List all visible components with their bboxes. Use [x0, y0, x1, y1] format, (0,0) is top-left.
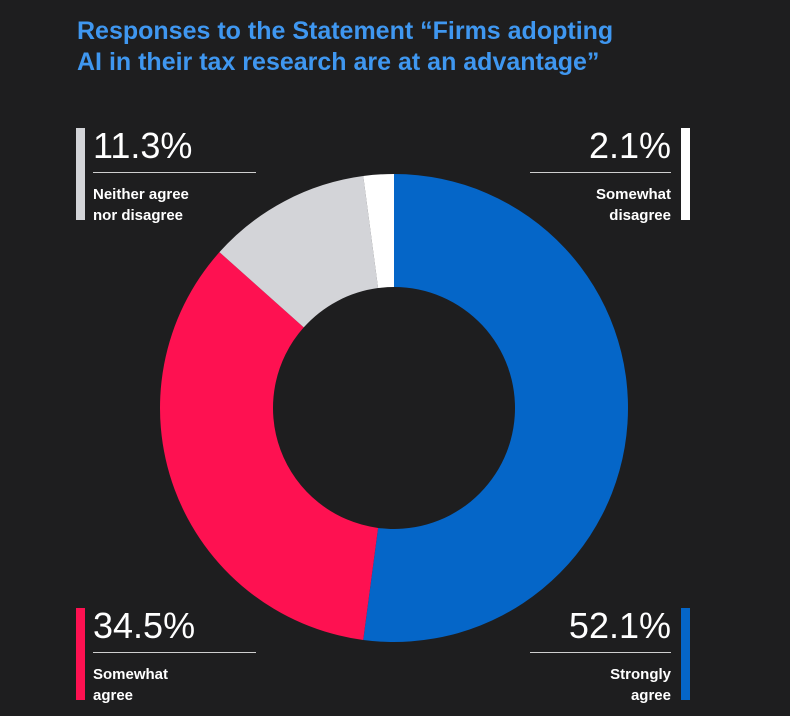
- callout-somewhat-agree-color-bar: [76, 608, 85, 700]
- callout-somewhat-disagree-rule: [530, 172, 671, 173]
- chart-title-line-1: Responses to the Statement “Firms adopti…: [77, 17, 614, 45]
- callout-strongly-agree-label-line-2: agree: [630, 687, 671, 704]
- callout-neither-rule: [93, 172, 256, 173]
- callout-somewhat-agree-label-line-2: agree: [93, 687, 134, 704]
- chart-title-line-2: AI in their tax research are at an advan…: [77, 48, 600, 76]
- callout-somewhat-disagree-label-line-2: disagree: [609, 207, 671, 224]
- callout-strongly-agree-label-line-1: Strongly: [610, 666, 671, 683]
- callout-strongly-agree-color-bar: [681, 608, 690, 700]
- donut-slice-somewhat-agree: [160, 252, 379, 640]
- callout-somewhat-agree-label-line-1: Somewhat: [93, 666, 169, 683]
- callout-somewhat-disagree-label-line-1: Somewhat: [595, 186, 671, 203]
- donut-slice-somewhat-disagree: [363, 174, 394, 289]
- callout-somewhat-disagree: 2.1% Somewhat disagree: [500, 125, 690, 224]
- callout-neither-percent: 11.3%: [93, 125, 193, 166]
- callout-strongly-agree-percent: 52.1%: [568, 605, 671, 646]
- callout-neither-label-line-1: Neither agree: [93, 186, 189, 203]
- callout-somewhat-agree-percent: 34.5%: [93, 605, 196, 646]
- callout-neither-label: Neither agree nor disagree: [93, 184, 189, 226]
- chart-title: Responses to the Statement “Firms adopti…: [77, 16, 697, 78]
- callout-strongly-agree-rule: [530, 652, 671, 653]
- callout-neither: 11.3% Neither agree nor disagree: [76, 125, 266, 224]
- donut-slice-neither: [219, 176, 379, 328]
- callout-somewhat-disagree-color-bar: [681, 128, 690, 220]
- donut-slice-strongly-agree: [363, 174, 628, 642]
- callout-neither-label-line-2: nor disagree: [93, 207, 184, 224]
- callout-somewhat-agree-label: Somewhat agree: [93, 664, 168, 706]
- callout-somewhat-agree: 34.5% Somewhat agree: [76, 605, 266, 704]
- callout-strongly-agree-label: Strongly agree: [610, 664, 671, 706]
- callout-somewhat-disagree-percent: 2.1%: [588, 125, 671, 166]
- callout-neither-color-bar: [76, 128, 85, 220]
- callout-somewhat-disagree-label: Somewhat disagree: [596, 184, 671, 226]
- callout-somewhat-agree-rule: [93, 652, 256, 653]
- callout-strongly-agree: 52.1% Strongly agree: [500, 605, 690, 704]
